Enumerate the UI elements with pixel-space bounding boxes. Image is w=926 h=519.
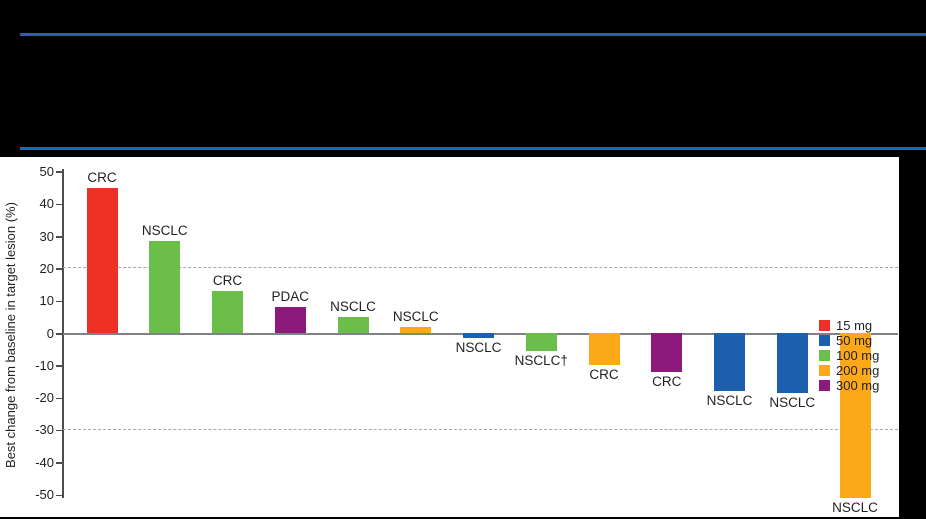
- bar-12: [776, 333, 808, 393]
- bar-5: [337, 316, 369, 333]
- waterfall-chart-panel: Best change from baseline in target lesi…: [0, 157, 899, 517]
- bar-label: NSCLC: [706, 393, 753, 409]
- y-tick: [56, 236, 62, 238]
- y-tick-label: 30: [39, 228, 54, 244]
- legend-swatch-icon: [819, 335, 830, 346]
- header-rule-bottom-divider: [20, 147, 926, 150]
- y-tick-label: 10: [39, 293, 54, 309]
- bar-6: [400, 326, 432, 333]
- bar-label: CRC: [589, 367, 619, 383]
- bar-1: [86, 187, 118, 333]
- title-band: [0, 0, 926, 157]
- y-tick-label: 0: [46, 325, 54, 341]
- y-tick-label: 50: [39, 163, 54, 179]
- bar-label: CRC: [652, 373, 682, 389]
- y-tick: [56, 397, 62, 400]
- bar-label: NSCLC: [141, 222, 188, 238]
- y-tick: [56, 494, 62, 497]
- y-tick-label: 20: [39, 260, 54, 276]
- legend-label: 100 mg: [836, 348, 880, 363]
- bar-10: [651, 333, 683, 372]
- bar-label: NSCLC: [455, 339, 502, 355]
- legend-label: 50 mg: [836, 333, 873, 348]
- y-tick-label: -50: [35, 487, 54, 503]
- legend-label: 15 mg: [836, 318, 873, 333]
- y-tick: [56, 333, 62, 335]
- bar-8: [525, 333, 557, 351]
- y-tick-label: -20: [35, 390, 54, 406]
- bar-7: [463, 333, 494, 338]
- legend-label: 200 mg: [836, 363, 880, 378]
- bar-11: [714, 333, 745, 392]
- bar-label: NSCLC: [769, 394, 816, 410]
- bar-label: NSCLC†: [514, 352, 568, 368]
- bar-label: PDAC: [271, 289, 309, 305]
- header-rule-top-divider: [20, 33, 926, 36]
- bar-9: [588, 333, 620, 366]
- legend-swatch-icon: [819, 365, 830, 376]
- y-tick-label: -30: [35, 422, 54, 438]
- bar-label: NSCLC: [392, 308, 439, 324]
- y-tick: [56, 429, 62, 432]
- bar-label: CRC: [212, 272, 243, 288]
- legend-swatch-icon: [819, 350, 830, 361]
- y-tick: [56, 365, 62, 367]
- legend-item: 50 mg: [819, 333, 879, 348]
- ref-line--30: [63, 428, 898, 430]
- bar-2: [149, 240, 181, 333]
- y-tick: [56, 268, 62, 270]
- y-axis-line: [62, 169, 64, 498]
- legend-item: 15 mg: [819, 318, 879, 333]
- legend-item: 100 mg: [819, 348, 879, 363]
- bar-13: [839, 333, 871, 498]
- bar-4: [274, 307, 306, 333]
- y-tick-label: -10: [35, 357, 54, 373]
- bar-label: CRC: [87, 169, 117, 185]
- dose-legend: 15 mg 50 mg 100 mg 200 mg 300 mg: [819, 318, 879, 393]
- legend-item: 200 mg: [819, 363, 879, 378]
- y-tick: [56, 300, 62, 303]
- y-tick-label: -40: [35, 454, 54, 470]
- legend-label: 300 mg: [836, 378, 880, 393]
- bar-label: NSCLC: [330, 298, 376, 314]
- legend-item: 300 mg: [819, 378, 879, 393]
- legend-swatch-icon: [819, 380, 830, 391]
- y-tick: [56, 171, 62, 173]
- legend-swatch-icon: [819, 320, 830, 331]
- bar-3: [212, 290, 243, 333]
- bar-label: NSCLC: [832, 499, 878, 515]
- plot-area: 50 40 30 20 10 0 -10 -20 -30 -40 -50 CRC NSCLC CRC PDA…: [0, 157, 899, 517]
- y-tick-label: 40: [39, 196, 54, 212]
- ref-line-20: [63, 267, 898, 269]
- y-tick: [56, 462, 62, 464]
- y-tick: [56, 203, 62, 206]
